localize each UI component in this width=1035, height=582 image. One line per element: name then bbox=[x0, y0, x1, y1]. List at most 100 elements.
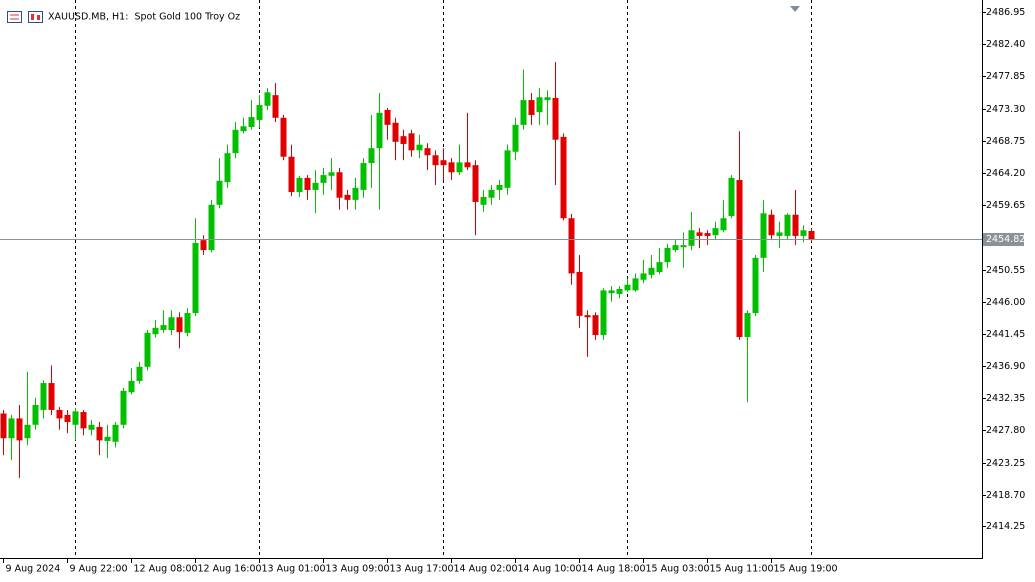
candle-body bbox=[648, 267, 655, 275]
candle-body bbox=[728, 177, 735, 217]
candle-body bbox=[328, 172, 335, 176]
candle-body bbox=[392, 122, 399, 142]
candle-body bbox=[256, 105, 263, 120]
candle-body bbox=[544, 97, 551, 101]
y-tick-label: 2459.65 bbox=[986, 200, 1025, 211]
candle-body bbox=[168, 317, 175, 331]
candle-body bbox=[448, 162, 455, 173]
candle-body bbox=[368, 148, 375, 164]
candle-body bbox=[464, 162, 471, 168]
candle-body bbox=[472, 165, 479, 202]
y-tick-label: 2464.20 bbox=[986, 168, 1025, 179]
candle-body bbox=[504, 150, 511, 188]
candle-body bbox=[488, 189, 495, 198]
symbol-icons bbox=[7, 11, 43, 23]
candle-body bbox=[0, 413, 7, 439]
x-tick-label: 13 Aug 01:00 bbox=[262, 564, 326, 575]
candle-body bbox=[576, 271, 583, 316]
candle-body bbox=[184, 313, 191, 333]
candle-body bbox=[152, 327, 159, 335]
candle-body bbox=[240, 126, 247, 132]
candle-body bbox=[280, 117, 287, 157]
icon bbox=[28, 11, 43, 23]
candle-body bbox=[712, 228, 719, 236]
candles bbox=[0, 61, 815, 478]
candle-body bbox=[528, 100, 535, 115]
icon-bar bbox=[31, 14, 34, 20]
candle-body bbox=[96, 426, 103, 441]
x-tick-label: 13 Aug 17:00 bbox=[390, 564, 454, 575]
candle-body bbox=[584, 315, 591, 318]
x-tick-label: 15 Aug 19:00 bbox=[774, 564, 838, 575]
candle-body bbox=[192, 242, 199, 314]
candle-body bbox=[296, 177, 303, 193]
candle-body bbox=[664, 247, 671, 263]
candle-body bbox=[536, 97, 543, 113]
candle-body bbox=[376, 112, 383, 149]
candle-body bbox=[752, 257, 759, 314]
candle-body bbox=[496, 184, 503, 190]
candle-body bbox=[440, 160, 447, 166]
last-price-label: 2454.82 bbox=[986, 234, 1025, 245]
candle-body bbox=[344, 194, 351, 200]
candle-body bbox=[72, 411, 79, 425]
candle-body bbox=[384, 110, 391, 125]
candle-body bbox=[160, 325, 167, 331]
y-tick-label: 2441.45 bbox=[986, 329, 1025, 340]
last-price-box bbox=[983, 233, 1024, 246]
candle-body bbox=[56, 409, 63, 419]
candle-body bbox=[272, 95, 279, 118]
candle-body bbox=[16, 418, 23, 441]
candle-body bbox=[208, 204, 215, 251]
candle-body bbox=[112, 424, 119, 442]
x-tick-label: 13 Aug 09:00 bbox=[326, 564, 390, 575]
x-tick-label: 12 Aug 16:00 bbox=[198, 564, 262, 575]
y-tick-label: 2432.35 bbox=[986, 393, 1025, 404]
candle-body bbox=[768, 214, 775, 236]
candle-body bbox=[512, 124, 519, 152]
candle-body bbox=[232, 129, 239, 154]
y-tick-label: 2450.55 bbox=[986, 265, 1025, 276]
candle-body bbox=[416, 144, 423, 151]
candle-body bbox=[520, 100, 527, 125]
candle-body bbox=[80, 412, 87, 429]
candle-body bbox=[568, 218, 575, 274]
candle-body bbox=[640, 273, 647, 280]
candle-body bbox=[336, 172, 343, 198]
x-tick-label: 14 Aug 18:00 bbox=[582, 564, 646, 575]
candle-body bbox=[352, 187, 359, 200]
y-tick-label: 2427.80 bbox=[986, 425, 1025, 436]
candle-body bbox=[800, 230, 807, 236]
x-tick-label: 14 Aug 10:00 bbox=[518, 564, 582, 575]
candle-body bbox=[136, 366, 143, 381]
candle-body bbox=[656, 262, 663, 272]
candle-body bbox=[456, 162, 463, 173]
candle-body bbox=[744, 313, 751, 338]
x-tick-label: 15 Aug 03:00 bbox=[646, 564, 710, 575]
candle-body bbox=[776, 232, 783, 236]
candle-body bbox=[784, 214, 791, 236]
candle-body bbox=[808, 230, 815, 240]
candle-body bbox=[680, 245, 687, 248]
candle-body bbox=[304, 177, 311, 190]
candle-body bbox=[24, 424, 31, 439]
candle-body bbox=[248, 117, 255, 127]
candle-body bbox=[32, 404, 39, 425]
candle-body bbox=[632, 278, 639, 291]
y-tick-label: 2486.95 bbox=[986, 7, 1025, 18]
candle-body bbox=[264, 92, 271, 106]
shift-marker[interactable] bbox=[790, 6, 800, 12]
x-tick-label: 9 Aug 2024 bbox=[6, 564, 61, 575]
candle-body bbox=[760, 213, 767, 258]
icon-bar bbox=[37, 15, 40, 20]
candle-body bbox=[672, 245, 679, 251]
y-tick-label: 2423.25 bbox=[986, 458, 1025, 469]
day-separators bbox=[75, 0, 812, 558]
candle-body bbox=[736, 180, 743, 338]
candle-body bbox=[624, 284, 631, 291]
chart-title: XAUUSD.MB, H1: Spot Gold 100 Troy Oz bbox=[48, 12, 240, 23]
candle-body bbox=[600, 290, 607, 335]
candle-body bbox=[360, 163, 367, 190]
candle-body bbox=[64, 414, 71, 422]
